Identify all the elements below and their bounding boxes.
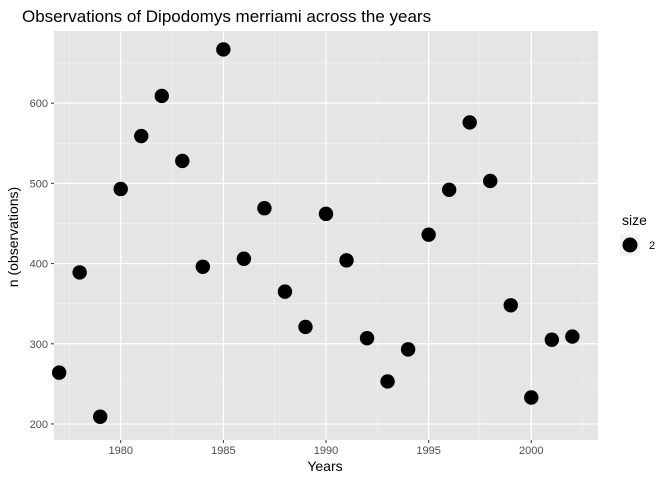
data-point	[277, 284, 293, 299]
data-point	[421, 227, 436, 242]
x-tick-label: 1995	[416, 445, 440, 457]
data-point	[195, 259, 211, 274]
data-point	[51, 365, 67, 380]
y-tick-label: 400	[30, 259, 48, 271]
data-point	[544, 332, 560, 347]
x-tick-label: 1990	[314, 445, 338, 457]
data-point	[462, 115, 477, 130]
y-axis-title: n (observations)	[5, 187, 21, 287]
data-point	[298, 319, 313, 335]
data-point	[216, 42, 231, 57]
data-point	[565, 329, 580, 344]
y-tick-label: 500	[30, 178, 48, 190]
data-point	[359, 330, 375, 346]
y-tick-label: 200	[30, 419, 48, 431]
data-point	[483, 173, 498, 189]
data-point	[134, 128, 149, 144]
data-point	[441, 182, 457, 197]
x-tick-label: 1980	[108, 445, 132, 457]
data-point	[92, 409, 108, 424]
data-point	[154, 88, 169, 104]
data-point	[236, 251, 252, 266]
data-points	[51, 42, 580, 424]
y-axis-ticks: 200 300 400 500 600	[30, 98, 54, 431]
y-tick-label: 300	[30, 339, 48, 351]
x-axis-title: Years	[307, 458, 342, 474]
data-point	[318, 206, 334, 222]
data-point	[113, 181, 128, 197]
y-tick-label: 600	[30, 98, 48, 110]
legend-key-point	[622, 237, 638, 253]
data-point	[400, 342, 416, 357]
x-axis-ticks: 1980 1985 1990 1995 2000	[108, 440, 544, 457]
data-point	[380, 374, 395, 389]
data-point	[257, 201, 272, 216]
data-point	[503, 298, 518, 313]
legend: size 2	[620, 212, 655, 256]
data-point	[72, 265, 87, 280]
data-point	[524, 390, 539, 405]
legend-title: size	[622, 212, 647, 228]
x-tick-label: 1985	[211, 445, 235, 457]
x-tick-label: 2000	[519, 445, 543, 457]
data-point	[339, 253, 354, 268]
legend-label: 2	[649, 240, 655, 252]
chart-title: Observations of Dipodomys merriami acros…	[22, 7, 431, 26]
data-point	[175, 153, 190, 169]
